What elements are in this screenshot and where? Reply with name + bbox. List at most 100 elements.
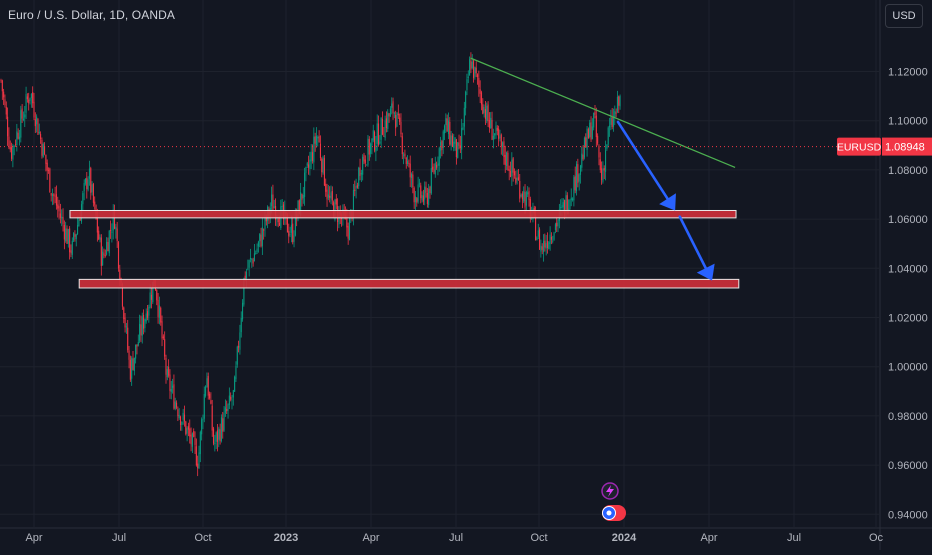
down-arrow-2[interactable] [678,215,715,281]
candle-body [222,418,224,432]
candle-body [573,177,575,201]
candle-body [494,133,496,136]
price-badge-label: 1.08948 [885,142,925,154]
candle-body [356,185,358,188]
chart-icons[interactable] [601,482,626,521]
candle-body [143,314,145,329]
candle-body [51,193,54,197]
candle-body [362,156,364,175]
candle-body [549,234,551,244]
candle-body [450,135,452,146]
candle-body [150,294,153,300]
candle-body [436,164,438,168]
candle-body [304,172,306,197]
candle-body [111,231,113,233]
candle-body [313,136,315,163]
support-zone-1[interactable] [69,209,737,219]
candle-body [500,134,502,147]
candle-body [548,242,550,249]
candle-body [424,186,426,200]
candle-body [528,191,530,200]
candle-body [94,201,96,205]
arrow-shaft [616,120,669,201]
candle-body [172,385,174,388]
candle-body [78,219,80,227]
candle-body [391,103,393,108]
candle-body [355,186,357,189]
candle-body [103,253,105,256]
symbol-badge-label: EURUSD [837,142,882,154]
candle-body [516,177,518,181]
candle-body [619,95,621,107]
candle-body [292,223,294,243]
crypto-badge-icon[interactable] [602,505,626,521]
candle-body [589,122,591,138]
candle-body [190,434,192,445]
candle-body [234,376,236,392]
candle-body [590,122,592,140]
candle-body [121,284,123,307]
candle-body [490,117,492,128]
candle-body [289,234,291,235]
candle-body [59,213,61,218]
candle-body [92,184,94,203]
candle-body [618,96,620,106]
candle-body [273,206,275,208]
candle-body [389,108,391,117]
candle-body [462,127,464,130]
candle-body [104,255,106,256]
candle-body [45,154,47,164]
candle-body [399,117,401,122]
candle-body [438,148,440,166]
candle-body [403,154,405,156]
candle-body [9,147,11,150]
candle-body [327,194,329,198]
candle-body [243,277,245,305]
candle-body [376,123,378,144]
lightning-icon-bolt [606,485,614,497]
arrow-annotations[interactable] [616,120,715,281]
candle-body [30,93,32,99]
candle-body [488,119,490,128]
candle-body [377,123,380,145]
lightning-icon[interactable] [601,482,619,500]
candle-body [212,428,215,444]
x-tick-label: Apr [700,532,717,544]
candle-body [244,275,246,280]
candle-body [189,428,191,437]
candle-body [525,192,527,206]
candle-body [216,430,219,442]
x-tick-label: Oct [194,532,211,544]
symbol-badge-bg [837,137,881,156]
candle-body [309,159,311,170]
x-tick-label: Oct [530,532,547,544]
candle-body [594,111,596,115]
candle-body [170,388,172,392]
support-zone-2[interactable] [78,278,740,289]
candle-body [135,344,137,359]
candle-body [158,305,160,318]
candle-body [421,194,423,201]
candle-body [252,259,254,264]
candle-body [550,236,552,240]
support-zones[interactable] [69,209,740,289]
trendline-layer[interactable] [470,57,736,169]
symbol-title[interactable]: Euro / U.S. Dollar, 1D, OANDA [8,8,175,22]
candle-body [0,79,2,81]
candle-body [129,359,131,380]
candle-body [146,311,149,318]
resistance-trendline[interactable] [470,57,736,169]
candle-body [560,207,562,208]
candle-body [219,429,221,442]
candle-body [119,269,121,281]
candle-body [519,180,521,199]
candle-body [319,143,321,158]
currency-button[interactable]: USD [885,4,923,28]
candle-body [281,206,283,207]
candle-body [298,200,300,214]
down-arrow-1[interactable] [616,120,676,211]
candle-body [410,174,413,179]
candle-body [108,230,110,254]
